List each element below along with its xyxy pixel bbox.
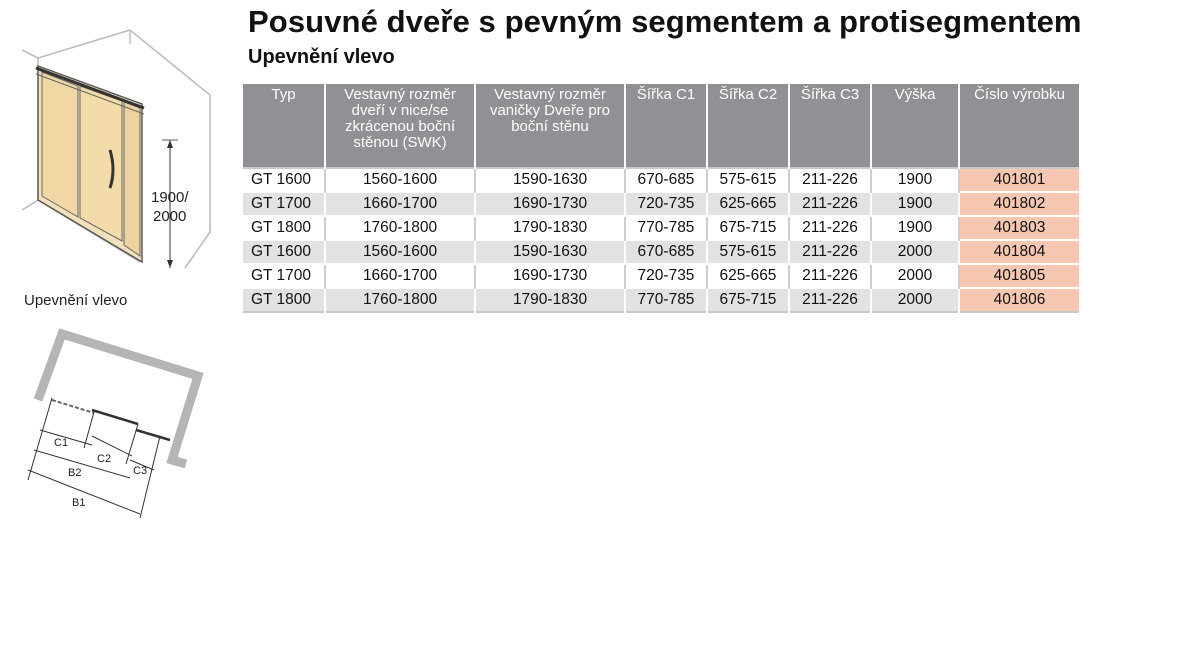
cell-width-c2: 675-715 [707,288,790,312]
cell-niche-size: 1560-1600 [325,240,476,264]
table-header-row: Typ Vestavný rozměr dveří v nice/se zkrá… [243,84,1079,168]
header-product-number: Číslo výrobku [959,84,1079,168]
figure-caption: Upevnění vlevo [24,292,128,309]
dim-c3: C3 [133,465,147,477]
cell-typ: GT 1600 [243,240,326,264]
cell-width-c2: 625-665 [707,192,790,216]
cell-niche-size: 1560-1600 [325,168,476,192]
header-width-c2: Šířka C2 [707,84,790,168]
cell-tray-size: 1690-1730 [475,192,626,216]
cell-width-c2: 625-665 [707,264,790,288]
page-title: Posuvné dveře s pevným segmentem a proti… [248,4,1082,39]
header-tray-size: Vestavný rozměr vaničky Dveře pro boční … [475,84,626,168]
specs-table: Typ Vestavný rozměr dveří v nice/se zkrá… [243,84,1079,313]
cell-product-number: 401806 [959,288,1079,312]
table-row: GT 1600 1560-1600 1590-1630 670-685 575-… [243,168,1079,192]
cell-typ: GT 1700 [243,192,326,216]
dim-b2: B2 [68,467,81,479]
page-subtitle: Upevnění vlevo [248,46,395,68]
cell-width-c2: 575-615 [707,240,790,264]
dim-c2: C2 [97,453,111,465]
header-width-c1: Šířka C1 [625,84,708,168]
cell-product-number: 401801 [959,168,1079,192]
cell-niche-size: 1760-1800 [325,288,476,312]
cell-width-c1: 770-785 [625,288,708,312]
table-row: GT 1800 1760-1800 1790-1830 770-785 675-… [243,288,1079,312]
cell-tray-size: 1790-1830 [475,216,626,240]
cell-width-c3: 211-226 [789,240,872,264]
table-row: GT 1700 1660-1700 1690-1730 720-735 625-… [243,264,1079,288]
cell-tray-size: 1690-1730 [475,264,626,288]
floor-plan-diagram: C1 C2 C3 B2 B1 [27,328,204,519]
header-width-c3: Šířka C3 [789,84,872,168]
cell-height: 1900 [871,192,960,216]
cell-width-c3: 211-226 [789,264,872,288]
cell-width-c3: 211-226 [789,168,872,192]
header-niche-size: Vestavný rozměr dveří v nice/se zkráceno… [325,84,476,168]
height-label: 1900/ [151,189,189,206]
cell-width-c3: 211-226 [789,288,872,312]
header-typ: Typ [243,84,326,168]
cell-height: 2000 [871,240,960,264]
cell-product-number: 401802 [959,192,1079,216]
cell-width-c1: 670-685 [625,168,708,192]
cell-width-c2: 575-615 [707,168,790,192]
product-figures: 1900/ 2000 Upevnění vlevo C1 C2 C3 B2 B1 [0,0,240,665]
cell-tray-size: 1590-1630 [475,168,626,192]
height-label-2: 2000 [153,208,186,225]
cell-width-c3: 211-226 [789,216,872,240]
header-height: Výška [871,84,960,168]
cell-width-c1: 720-735 [625,264,708,288]
cell-niche-size: 1660-1700 [325,264,476,288]
cell-niche-size: 1760-1800 [325,216,476,240]
cell-typ: GT 1800 [243,288,326,312]
cell-product-number: 401805 [959,264,1079,288]
cell-width-c3: 211-226 [789,192,872,216]
cell-tray-size: 1790-1830 [475,288,626,312]
cell-typ: GT 1700 [243,264,326,288]
cell-height: 2000 [871,264,960,288]
cell-niche-size: 1660-1700 [325,192,476,216]
cell-height: 2000 [871,288,960,312]
cell-typ: GT 1800 [243,216,326,240]
shower-door-illustration: 1900/ 2000 [21,29,211,269]
cell-typ: GT 1600 [243,168,326,192]
table-row: GT 1800 1760-1800 1790-1830 770-785 675-… [243,216,1079,240]
cell-width-c2: 675-715 [707,216,790,240]
cell-height: 1900 [871,216,960,240]
dim-b1: B1 [72,497,85,509]
table-row: GT 1700 1660-1700 1690-1730 720-735 625-… [243,192,1079,216]
cell-width-c1: 670-685 [625,240,708,264]
cell-height: 1900 [871,168,960,192]
dim-c1: C1 [54,437,68,449]
cell-width-c1: 720-735 [625,192,708,216]
table-row: GT 1600 1560-1600 1590-1630 670-685 575-… [243,240,1079,264]
cell-product-number: 401804 [959,240,1079,264]
cell-tray-size: 1590-1630 [475,240,626,264]
cell-product-number: 401803 [959,216,1079,240]
cell-width-c1: 770-785 [625,216,708,240]
